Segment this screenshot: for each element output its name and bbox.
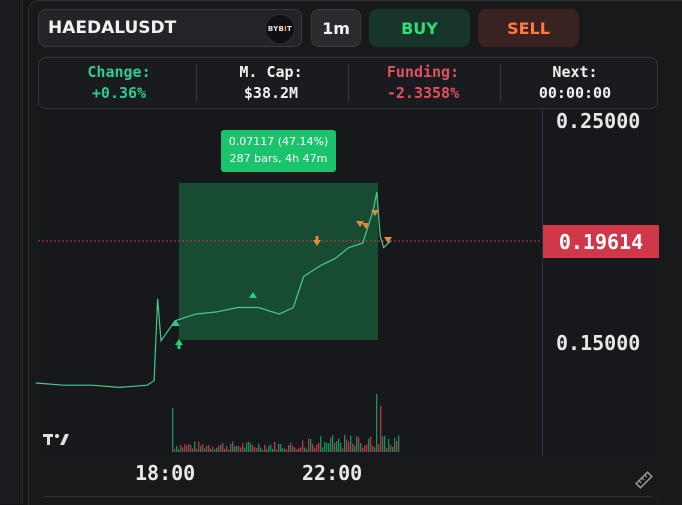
- buy-button[interactable]: BUY: [369, 9, 470, 47]
- next-value: 00:00:00: [538, 84, 612, 102]
- stat-divider: [500, 64, 501, 102]
- ruler-icon[interactable]: [634, 470, 654, 490]
- stat-divider: [196, 64, 197, 102]
- stat-next-funding: Next: 00:00:00: [500, 62, 650, 104]
- y-axis-label: 0.25000: [556, 109, 641, 133]
- stat-market-cap: M. Cap: $38.2M: [196, 62, 346, 104]
- y-axis-label: 0.15000: [556, 331, 641, 355]
- x-axis-label: 18:00: [135, 461, 196, 485]
- measure-bars: 287 bars, 4h 47m: [229, 152, 328, 165]
- price-chart[interactable]: [38, 110, 658, 456]
- exchange-logo-icon: BYB I T: [265, 14, 295, 44]
- stat-divider: [348, 64, 349, 102]
- timeframe-button[interactable]: 1m: [311, 9, 361, 47]
- stat-funding: Funding: -2.3358%: [348, 62, 498, 104]
- sell-button[interactable]: SELL: [478, 9, 579, 47]
- bottom-panel-edge: [38, 496, 658, 505]
- funding-label: Funding:: [386, 63, 460, 81]
- stat-change: Change: +0.36%: [44, 62, 194, 104]
- mcap-value: $38.2M: [243, 84, 299, 102]
- measure-change: 0.07117 (47.14%): [228, 135, 329, 148]
- price-axis-divider: [542, 110, 543, 456]
- x-axis-label: 22:00: [302, 461, 363, 485]
- measure-tooltip: 0.07117 (47.14%) 287 bars, 4h 47m: [221, 130, 336, 172]
- next-label: Next:: [552, 63, 598, 81]
- stats-bar: Change: +0.36% M. Cap: $38.2M Funding: -…: [38, 57, 658, 109]
- funding-value: -2.3358%: [386, 84, 460, 102]
- mcap-label: M. Cap:: [239, 63, 303, 81]
- change-value: +0.36%: [91, 84, 147, 102]
- symbol-label: HAEDALUSDT: [48, 18, 177, 38]
- left-sidebar-edge: [0, 0, 23, 504]
- change-label: Change:: [87, 63, 151, 81]
- tradingview-logo-icon: [43, 432, 73, 450]
- current-price-tag: 0.19614: [543, 225, 659, 258]
- symbol-selector[interactable]: HAEDALUSDT BYB I T: [38, 9, 302, 47]
